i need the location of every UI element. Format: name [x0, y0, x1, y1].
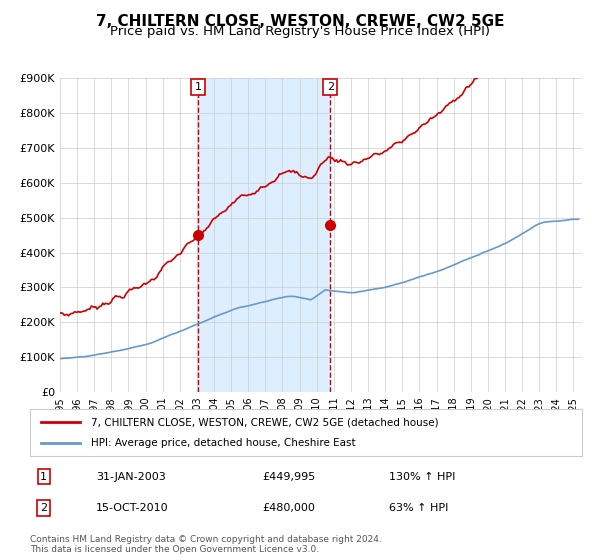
Text: 31-JAN-2003: 31-JAN-2003	[96, 472, 166, 482]
Text: 2: 2	[326, 82, 334, 92]
Text: £480,000: £480,000	[262, 503, 315, 513]
Text: Price paid vs. HM Land Registry's House Price Index (HPI): Price paid vs. HM Land Registry's House …	[110, 25, 490, 38]
Text: 15-OCT-2010: 15-OCT-2010	[96, 503, 169, 513]
Text: 63% ↑ HPI: 63% ↑ HPI	[389, 503, 448, 513]
Text: 130% ↑ HPI: 130% ↑ HPI	[389, 472, 455, 482]
Text: £449,995: £449,995	[262, 472, 315, 482]
Text: HPI: Average price, detached house, Cheshire East: HPI: Average price, detached house, Ches…	[91, 438, 355, 448]
Bar	[198, 78, 330, 392]
Text: 1: 1	[195, 82, 202, 92]
Text: 7, CHILTERN CLOSE, WESTON, CREWE, CW2 5GE (detached house): 7, CHILTERN CLOSE, WESTON, CREWE, CW2 5G…	[91, 417, 439, 427]
Text: Contains HM Land Registry data © Crown copyright and database right 2024.
This d: Contains HM Land Registry data © Crown c…	[30, 535, 382, 554]
Text: 1: 1	[40, 472, 47, 482]
Text: 2: 2	[40, 503, 47, 513]
Text: 7, CHILTERN CLOSE, WESTON, CREWE, CW2 5GE: 7, CHILTERN CLOSE, WESTON, CREWE, CW2 5G…	[96, 14, 504, 29]
